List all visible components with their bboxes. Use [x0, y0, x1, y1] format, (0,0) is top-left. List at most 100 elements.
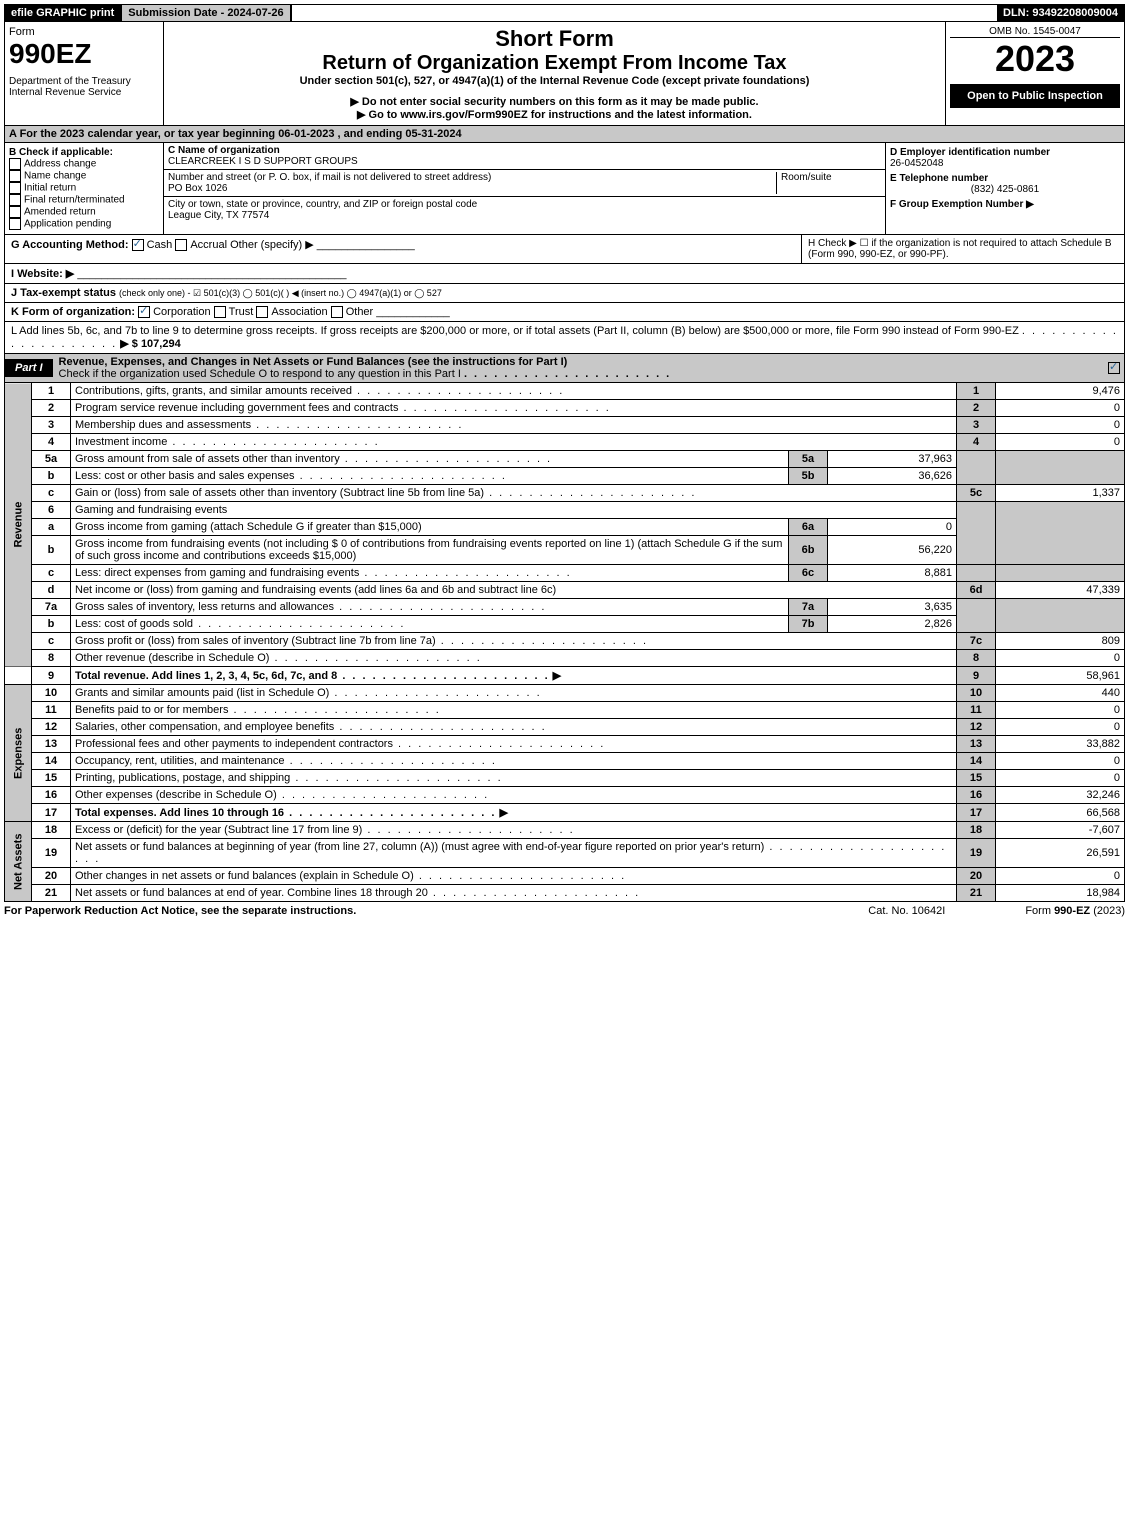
note-url[interactable]: ▶ Go to www.irs.gov/Form990EZ for instru… [168, 108, 941, 121]
line-19-desc: Net assets or fund balances at beginning… [75, 841, 764, 853]
line-11-rn: 11 [957, 702, 996, 719]
line-18-desc: Excess or (deficit) for the year (Subtra… [75, 824, 362, 836]
l-value: ▶ $ 107,294 [120, 338, 180, 350]
line-6-num: 6 [32, 502, 71, 519]
line-7b-sn: 7b [789, 616, 828, 633]
line-2-desc: Program service revenue including govern… [75, 402, 398, 414]
line-1-rn: 1 [957, 383, 996, 400]
line-9-num: 9 [32, 667, 71, 685]
line-5a-num: 5a [32, 451, 71, 468]
line-4-rn: 4 [957, 434, 996, 451]
line-11-num: 11 [32, 702, 71, 719]
gh-row: G Accounting Method: Cash Accrual Other … [4, 235, 1125, 264]
cash-label: Cash [147, 239, 173, 251]
line-6a-desc: Gross income from gaming (attach Schedul… [75, 521, 422, 533]
line-5b-desc: Less: cost or other basis and sales expe… [75, 470, 295, 482]
bcd-block: B Check if applicable: Address change Na… [4, 143, 1125, 235]
e-tel-label: E Telephone number [890, 173, 1120, 184]
line-8-num: 8 [32, 650, 71, 667]
line-20-num: 20 [32, 868, 71, 885]
line-15-num: 15 [32, 770, 71, 787]
line-4-num: 4 [32, 434, 71, 451]
line-5c-rn: 5c [957, 485, 996, 502]
checkbox-pending[interactable] [9, 218, 21, 230]
line-15-rn: 15 [957, 770, 996, 787]
line-2-val: 0 [996, 400, 1125, 417]
checkbox-final[interactable] [9, 194, 21, 206]
j-options: (check only one) - ☑ 501(c)(3) ◯ 501(c)(… [119, 288, 442, 298]
assoc-label: Association [271, 306, 327, 318]
part1-label: Part I [5, 359, 53, 377]
line-18-val: -7,607 [996, 822, 1125, 839]
line-6b-desc: Gross income from fundraising events (no… [75, 538, 782, 562]
line-5a-sn: 5a [789, 451, 828, 468]
line-10-rn: 10 [957, 685, 996, 702]
line-1-desc: Contributions, gifts, grants, and simila… [75, 385, 352, 397]
note-ssn: ▶ Do not enter social security numbers o… [168, 95, 941, 108]
checkbox-accrual[interactable] [175, 239, 187, 251]
header-left: Form 990EZ Department of the Treasury In… [5, 22, 164, 125]
line-6d-desc: Net income or (loss) from gaming and fun… [75, 584, 556, 596]
line-6a-sv: 0 [828, 519, 957, 536]
part1-check-text: Check if the organization used Schedule … [59, 368, 461, 380]
line-2-rn: 2 [957, 400, 996, 417]
line-2-num: 2 [32, 400, 71, 417]
efile-label[interactable]: efile GRAPHIC print [5, 5, 120, 21]
line-16-desc: Other expenses (describe in Schedule O) [75, 789, 277, 801]
f-group-label: F Group Exemption Number ▶ [890, 199, 1120, 210]
checkbox-addr-change[interactable] [9, 158, 21, 170]
amended-label: Amended return [24, 207, 96, 218]
ein-value: 26-0452048 [890, 158, 1120, 169]
line-15-val: 0 [996, 770, 1125, 787]
line-7c-val: 809 [996, 633, 1125, 650]
part1-title: Revenue, Expenses, and Changes in Net As… [59, 356, 568, 368]
line-21-rn: 21 [957, 885, 996, 902]
line-8-rn: 8 [957, 650, 996, 667]
checkbox-amended[interactable] [9, 206, 21, 218]
line-7b-desc: Less: cost of goods sold [75, 618, 193, 630]
line-8-desc: Other revenue (describe in Schedule O) [75, 652, 269, 664]
checkbox-cash[interactable] [132, 239, 144, 251]
line-5b-num: b [32, 468, 71, 485]
line-6c-num: c [32, 565, 71, 582]
line-18-num: 18 [32, 822, 71, 839]
c-city-label: City or town, state or province, country… [168, 199, 477, 210]
checkbox-other-org[interactable] [331, 306, 343, 318]
other-org-label: Other [346, 306, 374, 318]
c-street-label: Number and street (or P. O. box, if mail… [168, 172, 491, 183]
k-label: K Form of organization: [11, 306, 135, 318]
checkbox-initial[interactable] [9, 182, 21, 194]
line-7a-sn: 7a [789, 599, 828, 616]
line-7b-sv: 2,826 [828, 616, 957, 633]
line-5c-val: 1,337 [996, 485, 1125, 502]
line-5a-sv: 37,963 [828, 451, 957, 468]
checkbox-name-change[interactable] [9, 170, 21, 182]
form-number: 990EZ [9, 38, 159, 70]
line-15-desc: Printing, publications, postage, and shi… [75, 772, 290, 784]
checkbox-assoc[interactable] [256, 306, 268, 318]
j-label: J Tax-exempt status [11, 287, 116, 299]
checkbox-schedule-o[interactable] [1108, 362, 1120, 374]
line-14-desc: Occupancy, rent, utilities, and maintena… [75, 755, 285, 767]
checkbox-corp[interactable] [138, 306, 150, 318]
line-7a-desc: Gross sales of inventory, less returns a… [75, 601, 334, 613]
line-6a-sn: 6a [789, 519, 828, 536]
line-19-num: 19 [32, 839, 71, 868]
title-main: Return of Organization Exempt From Incom… [168, 52, 941, 75]
c-name-label: C Name of organization [168, 145, 280, 156]
line-4-desc: Investment income [75, 436, 167, 448]
line-9-desc: Total revenue. Add lines 1, 2, 3, 4, 5c,… [75, 670, 337, 682]
checkbox-trust[interactable] [214, 306, 226, 318]
line-17-num: 17 [32, 804, 71, 822]
footer: For Paperwork Reduction Act Notice, see … [4, 902, 1125, 920]
top-bar: efile GRAPHIC print Submission Date - 20… [4, 4, 1125, 22]
line-7b-num: b [32, 616, 71, 633]
line-5c-desc: Gain or (loss) from sale of assets other… [75, 487, 484, 499]
line-6a-num: a [32, 519, 71, 536]
name-change-label: Name change [24, 171, 86, 182]
omb-label: OMB No. 1545-0047 [950, 26, 1120, 38]
line-4-val: 0 [996, 434, 1125, 451]
submission-date: Submission Date - 2024-07-26 [120, 5, 291, 21]
final-label: Final return/terminated [24, 195, 125, 206]
form-label: Form [9, 26, 159, 38]
